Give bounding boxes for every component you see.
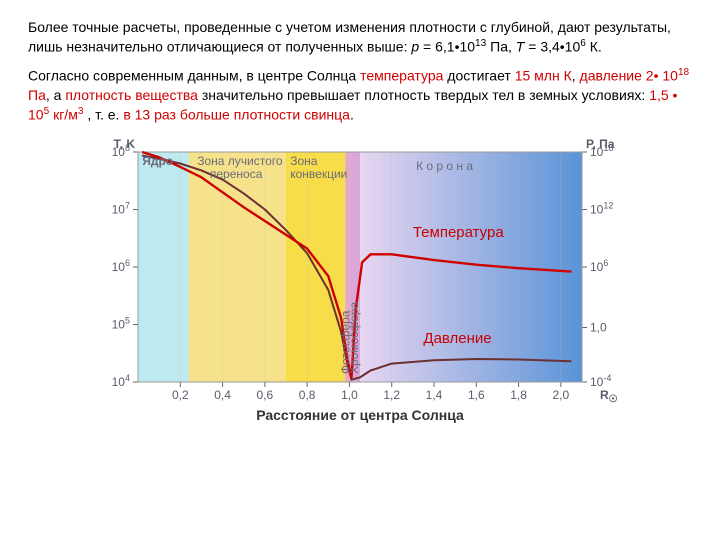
p2-a: Согласно современным данным, в центре Со…: [28, 68, 360, 84]
svg-text:переноса: переноса: [210, 167, 263, 181]
svg-text:10-4: 10-4: [590, 373, 611, 389]
chart-svg: 0,2 0,4 0,6 0,8 1,0 1,2 1,4 1,6 1,8 2,0 104 105 106 1…: [80, 134, 640, 429]
svg-text:Ядро: Ядро: [142, 154, 173, 168]
svg-text:T, K: T, K: [114, 137, 136, 151]
svg-text:107: 107: [112, 201, 130, 217]
svg-text:Температура: Температура: [413, 225, 505, 242]
svg-text:106: 106: [112, 258, 130, 274]
svg-text:0,4: 0,4: [214, 388, 231, 402]
svg-text:0,6: 0,6: [257, 388, 274, 402]
svg-text:конвекции: конвекции: [290, 167, 347, 181]
p1-T-unit: К.: [586, 39, 602, 55]
p2-b: достигает: [443, 68, 514, 84]
svg-text:Зона лучистого: Зона лучистого: [197, 154, 283, 168]
p2-temp-val: 15 млн К: [515, 68, 572, 84]
svg-text:1,8: 1,8: [510, 388, 527, 402]
svg-text:Зона: Зона: [290, 154, 318, 168]
paragraph-1: Более точные расчеты, проведенные с учет…: [28, 18, 692, 56]
svg-text:Хромосфера: Хромосфера: [347, 302, 361, 374]
svg-text:P, Па: P, Па: [586, 137, 615, 151]
paragraph-2: Согласно современным данным, в центре Со…: [28, 66, 692, 124]
svg-text:Расстояние от центра Солнца: Расстояние от центра Солнца: [256, 407, 464, 423]
p1-p-val: = 6,1•10: [419, 39, 475, 55]
p2-ratio: в 13 раз больше плотности свинца: [123, 107, 350, 123]
p2-dens-word: плотность вещества: [65, 87, 198, 103]
svg-text:К о р о н а: К о р о н а: [416, 159, 473, 173]
svg-text:R☉: R☉: [600, 388, 618, 405]
p2-d: , а: [46, 87, 65, 103]
p2-e: значительно превышает плотность твердых …: [198, 87, 649, 103]
p1-p-sym: p: [411, 39, 419, 55]
p1-T-val: = 3,4•10: [524, 39, 580, 55]
svg-text:1,2: 1,2: [383, 388, 400, 402]
p2-pres-word: давление 2• 10: [580, 68, 678, 84]
p2-temp-word: температура: [360, 68, 443, 84]
svg-text:1,0: 1,0: [341, 388, 358, 402]
p2-dens-unit: кг/м: [49, 107, 78, 123]
svg-text:1,0: 1,0: [590, 321, 607, 335]
p2-pres-unit: Па: [28, 87, 46, 103]
p1-p-unit: Па,: [486, 39, 516, 55]
svg-text:104: 104: [112, 373, 130, 389]
svg-text:1012: 1012: [590, 201, 613, 217]
p1-p-exp: 13: [475, 38, 486, 49]
svg-text:Давление: Давление: [423, 330, 491, 347]
svg-text:1,6: 1,6: [468, 388, 485, 402]
p2-f: , т. е.: [83, 107, 123, 123]
svg-text:106: 106: [590, 258, 608, 274]
chart: 0,2 0,4 0,6 0,8 1,0 1,2 1,4 1,6 1,8 2,0 104 105 106 1…: [80, 134, 640, 429]
svg-text:2,0: 2,0: [553, 388, 570, 402]
p2-c: ,: [572, 68, 580, 84]
p2-pres-exp: 18: [678, 67, 689, 78]
svg-text:0,8: 0,8: [299, 388, 316, 402]
svg-text:1,4: 1,4: [426, 388, 443, 402]
p2-g: .: [350, 107, 354, 123]
svg-text:105: 105: [112, 316, 130, 332]
svg-text:0,2: 0,2: [172, 388, 189, 402]
